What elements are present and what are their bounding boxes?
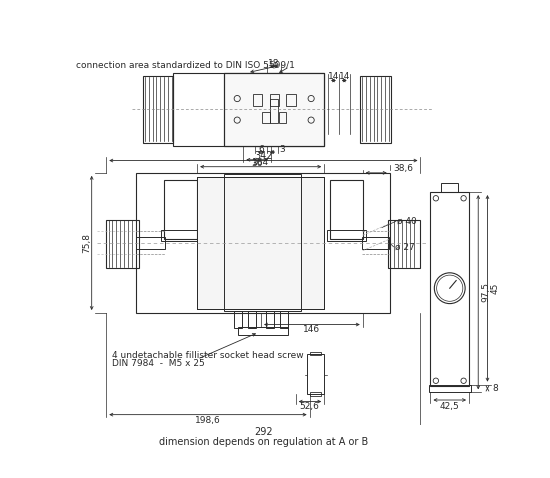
Bar <box>388 220 421 268</box>
Bar <box>279 112 287 123</box>
Bar <box>362 237 389 249</box>
Text: 97,5: 97,5 <box>481 282 491 302</box>
Bar <box>271 98 278 123</box>
Text: 42,5: 42,5 <box>440 402 460 411</box>
Text: 18: 18 <box>268 59 280 68</box>
Bar <box>161 230 200 241</box>
Bar <box>164 180 197 239</box>
Text: 3: 3 <box>280 145 285 154</box>
Text: 342: 342 <box>254 151 273 161</box>
Text: 292: 292 <box>254 427 273 437</box>
Text: 45: 45 <box>491 282 499 294</box>
Bar <box>224 73 324 146</box>
Text: ø 27: ø 27 <box>395 242 415 251</box>
Bar <box>135 173 389 313</box>
Bar <box>287 94 296 106</box>
Bar <box>135 237 165 249</box>
Bar <box>307 354 324 394</box>
Text: 38,6: 38,6 <box>394 164 414 173</box>
Bar <box>429 385 470 392</box>
Bar <box>270 94 279 106</box>
Text: 14: 14 <box>339 72 350 81</box>
Bar <box>238 327 288 335</box>
Text: 75,8: 75,8 <box>82 233 91 253</box>
Bar <box>252 94 262 106</box>
Bar <box>267 312 274 328</box>
Text: 14: 14 <box>328 72 339 81</box>
Bar <box>280 312 288 328</box>
Bar <box>329 180 363 239</box>
Bar <box>327 230 366 241</box>
Bar <box>310 392 321 396</box>
Bar <box>248 312 256 328</box>
Text: 4 undetachable fillister socket head screw: 4 undetachable fillister socket head scr… <box>112 351 304 360</box>
Bar <box>360 76 391 143</box>
Bar <box>441 183 458 192</box>
Text: 8: 8 <box>492 384 498 393</box>
Bar <box>143 76 173 143</box>
Text: 164: 164 <box>252 158 269 166</box>
Bar <box>106 220 139 268</box>
Text: 146: 146 <box>304 326 321 335</box>
Text: 52,6: 52,6 <box>300 402 320 412</box>
Text: 6: 6 <box>258 145 264 154</box>
Bar <box>197 177 324 309</box>
Bar <box>197 177 324 309</box>
Bar <box>224 174 301 312</box>
Text: ø 40: ø 40 <box>397 217 417 226</box>
Bar <box>173 73 324 146</box>
Bar <box>234 312 242 328</box>
Text: 36: 36 <box>251 159 263 168</box>
Bar <box>310 351 321 355</box>
Text: connection area standardized to DIN ISO 5599/1: connection area standardized to DIN ISO … <box>76 61 295 70</box>
Bar <box>431 192 469 386</box>
Text: dimension depends on regulation at A or B: dimension depends on regulation at A or … <box>159 436 368 446</box>
Bar <box>224 73 324 146</box>
Text: 198,6: 198,6 <box>195 415 221 424</box>
Text: DIN 7984  -  M5 x 25: DIN 7984 - M5 x 25 <box>112 359 205 369</box>
Bar <box>262 112 270 123</box>
